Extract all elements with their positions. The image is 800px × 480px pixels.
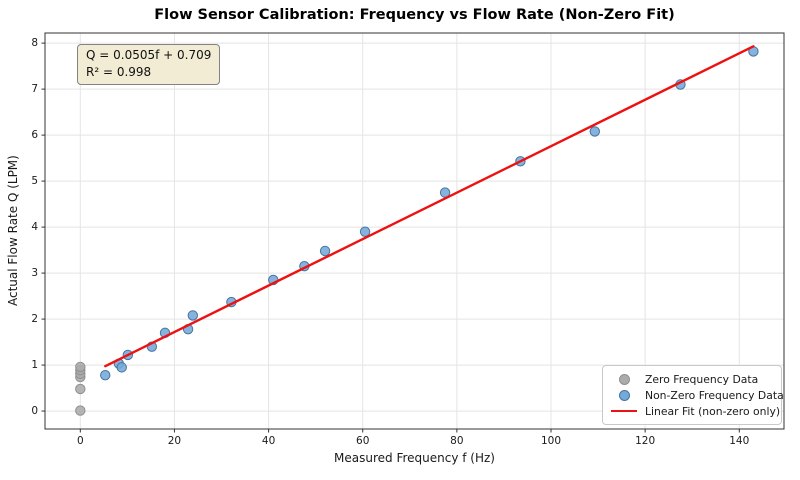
data-point-zero: [75, 405, 86, 416]
y-tick-label: 3: [31, 267, 38, 279]
x-axis-label: Measured Frequency f (Hz): [334, 451, 495, 465]
y-tick-label: 5: [31, 175, 38, 187]
red-line-marker-icon: [611, 410, 637, 412]
y-tick-label: 8: [31, 37, 38, 49]
y-tick-label: 1: [31, 359, 38, 371]
y-tick-label: 2: [31, 313, 38, 325]
x-tick-label: 120: [635, 435, 655, 447]
fit-line: [104, 45, 755, 368]
fit-r-squared-text: R² = 0.998: [86, 65, 152, 80]
data-point-nonzero: [116, 362, 127, 373]
legend-label: Non-Zero Frequency Data: [645, 388, 784, 402]
fit-equation-text: Q = 0.0505f + 0.709: [86, 48, 212, 62]
y-tick-label: 7: [31, 83, 38, 95]
legend-item-fit: Linear Fit (non-zero only): [607, 403, 780, 419]
legend-label: Zero Frequency Data: [645, 372, 759, 386]
data-point-nonzero: [100, 369, 111, 381]
legend-label: Linear Fit (non-zero only): [645, 404, 781, 418]
legend-swatch-cell: [607, 410, 641, 412]
y-tick-label: 0: [31, 405, 38, 417]
x-tick-label: 0: [77, 435, 84, 447]
y-tick-label: 6: [31, 129, 38, 141]
plot-border: [44, 32, 785, 430]
chart-title: Flow Sensor Calibration: Frequency vs Fl…: [154, 7, 675, 23]
legend-item-zero: Zero Frequency Data: [607, 371, 775, 387]
legend-item-nonzero: Non-Zero Frequency Data: [607, 387, 784, 403]
fit-annotation: Q = 0.0505f + 0.709 R² = 0.998: [77, 44, 221, 86]
x-tick-label: 20: [168, 435, 181, 447]
x-tick-label: 100: [541, 435, 561, 447]
data-point-nonzero: [359, 226, 371, 237]
blue-dot-marker-icon: [618, 389, 630, 401]
data-point-nonzero: [589, 126, 600, 137]
x-tick-label: 60: [356, 435, 369, 447]
x-tick-label: 80: [450, 435, 463, 447]
x-tick-label: 40: [262, 435, 275, 447]
y-axis-label: Actual Flow Rate Q (LPM): [6, 155, 20, 307]
legend: Zero Frequency Data Non-Zero Frequency D…: [602, 365, 784, 425]
x-tick-label: 140: [729, 435, 749, 447]
legend-swatch-cell: [607, 373, 641, 385]
data-point-nonzero: [319, 245, 331, 257]
y-tick-label: 4: [31, 221, 38, 233]
data-point-zero: [75, 361, 86, 373]
legend-swatch-cell: [607, 389, 641, 401]
data-point-nonzero: [187, 310, 199, 321]
data-point-zero: [75, 383, 86, 395]
gray-dot-marker-icon: [618, 373, 630, 385]
